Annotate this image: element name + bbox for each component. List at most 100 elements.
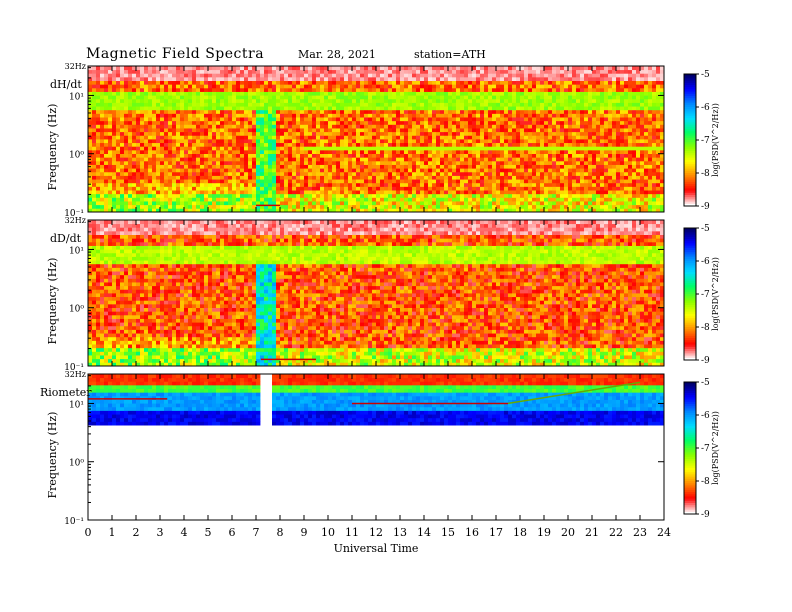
heatmap-cell: [132, 186, 137, 191]
heatmap-cell: [440, 204, 445, 209]
heatmap-cell: [288, 102, 293, 107]
heatmap-cell: [580, 124, 585, 129]
heatmap-cell: [116, 197, 121, 202]
heatmap-cell: [216, 197, 221, 202]
heatmap-cell: [412, 139, 417, 144]
heatmap-cell: [548, 106, 553, 111]
heatmap-cell: [464, 113, 469, 118]
heatmap-cell: [328, 182, 333, 187]
heatmap-cell: [344, 193, 349, 198]
heatmap-cell: [468, 153, 473, 158]
heatmap-cell: [360, 190, 365, 195]
heatmap-cell: [292, 109, 297, 114]
heatmap-cell: [432, 131, 437, 136]
heatmap-cell: [244, 201, 249, 206]
heatmap-cell: [248, 135, 253, 140]
heatmap-cell: [320, 113, 325, 118]
heatmap-cell: [264, 171, 269, 176]
heatmap-cell: [292, 164, 297, 169]
heatmap-cell: [460, 186, 465, 191]
heatmap-cell: [248, 91, 253, 96]
heatmap-cell: [416, 73, 421, 78]
heatmap-cell: [88, 201, 93, 206]
heatmap-cell: [108, 190, 113, 195]
heatmap-cell: [140, 106, 145, 111]
heatmap-cell: [468, 106, 473, 111]
heatmap-cell: [460, 80, 465, 85]
heatmap-cell: [248, 69, 253, 74]
heatmap-cell: [452, 117, 457, 122]
heatmap-cell: [456, 171, 461, 176]
heatmap-cell: [204, 98, 209, 103]
heatmap-cell: [476, 87, 481, 92]
heatmap-cell: [568, 117, 573, 122]
heatmap-cell: [212, 149, 217, 154]
heatmap-cell: [216, 190, 221, 195]
heatmap-cell: [560, 120, 565, 125]
heatmap-cell: [308, 124, 313, 129]
heatmap-cell: [112, 204, 117, 209]
heatmap-cell: [288, 66, 293, 71]
heatmap-cell: [296, 204, 301, 209]
heatmap-cell: [284, 168, 289, 173]
heatmap-cell: [272, 179, 277, 184]
heatmap-cell: [224, 149, 229, 154]
heatmap-cell: [448, 179, 453, 184]
heatmap-cell: [568, 66, 573, 71]
heatmap-cell: [444, 80, 449, 85]
heatmap-cell: [280, 98, 285, 103]
heatmap-cell: [304, 171, 309, 176]
heatmap-cell: [132, 87, 137, 92]
heatmap-cell: [364, 193, 369, 198]
heatmap-cell: [224, 139, 229, 144]
heatmap-cell: [176, 69, 181, 74]
heatmap-cell: [392, 208, 397, 213]
heatmap-cell: [552, 149, 557, 154]
heatmap-cell: [288, 153, 293, 158]
heatmap-cell: [152, 186, 157, 191]
heatmap-cell: [552, 186, 557, 191]
heatmap-cell: [432, 109, 437, 114]
heatmap-cell: [412, 197, 417, 202]
heatmap-cell: [280, 102, 285, 107]
heatmap-cell: [576, 175, 581, 180]
heatmap-cell: [320, 109, 325, 114]
heatmap-cell: [396, 171, 401, 176]
heatmap-cell: [368, 175, 373, 180]
heatmap-cell: [188, 128, 193, 133]
heatmap-cell: [136, 182, 141, 187]
heatmap-cell: [140, 171, 145, 176]
heatmap-cell: [504, 98, 509, 103]
heatmap-cell: [164, 153, 169, 158]
heatmap-cell: [444, 204, 449, 209]
heatmap-cell: [444, 186, 449, 191]
heatmap-cell: [404, 87, 409, 92]
heatmap-cell: [556, 146, 561, 151]
heatmap-cell: [524, 149, 529, 154]
heatmap-cell: [204, 102, 209, 107]
heatmap-cell: [144, 95, 149, 100]
heatmap-cell: [320, 171, 325, 176]
heatmap-cell: [184, 80, 189, 85]
heatmap-cell: [208, 95, 213, 100]
heatmap-cell: [136, 131, 141, 136]
heatmap-cell: [276, 84, 281, 89]
heatmap-cell: [536, 135, 541, 140]
heatmap-cell: [436, 69, 441, 74]
heatmap-cell: [120, 182, 125, 187]
heatmap-cell: [300, 76, 305, 81]
heatmap-cell: [468, 76, 473, 81]
heatmap-cell: [480, 164, 485, 169]
heatmap-cell: [424, 157, 429, 162]
heatmap-cell: [296, 160, 301, 165]
heatmap-cell: [472, 182, 477, 187]
heatmap-cell: [240, 139, 245, 144]
heatmap-cell: [492, 113, 497, 118]
heatmap-cell: [460, 168, 465, 173]
heatmap-cell: [548, 164, 553, 169]
heatmap-cell: [476, 149, 481, 154]
heatmap-cell: [564, 80, 569, 85]
heatmap-cell: [440, 69, 445, 74]
heatmap-cell: [412, 171, 417, 176]
heatmap-cell: [256, 106, 261, 111]
